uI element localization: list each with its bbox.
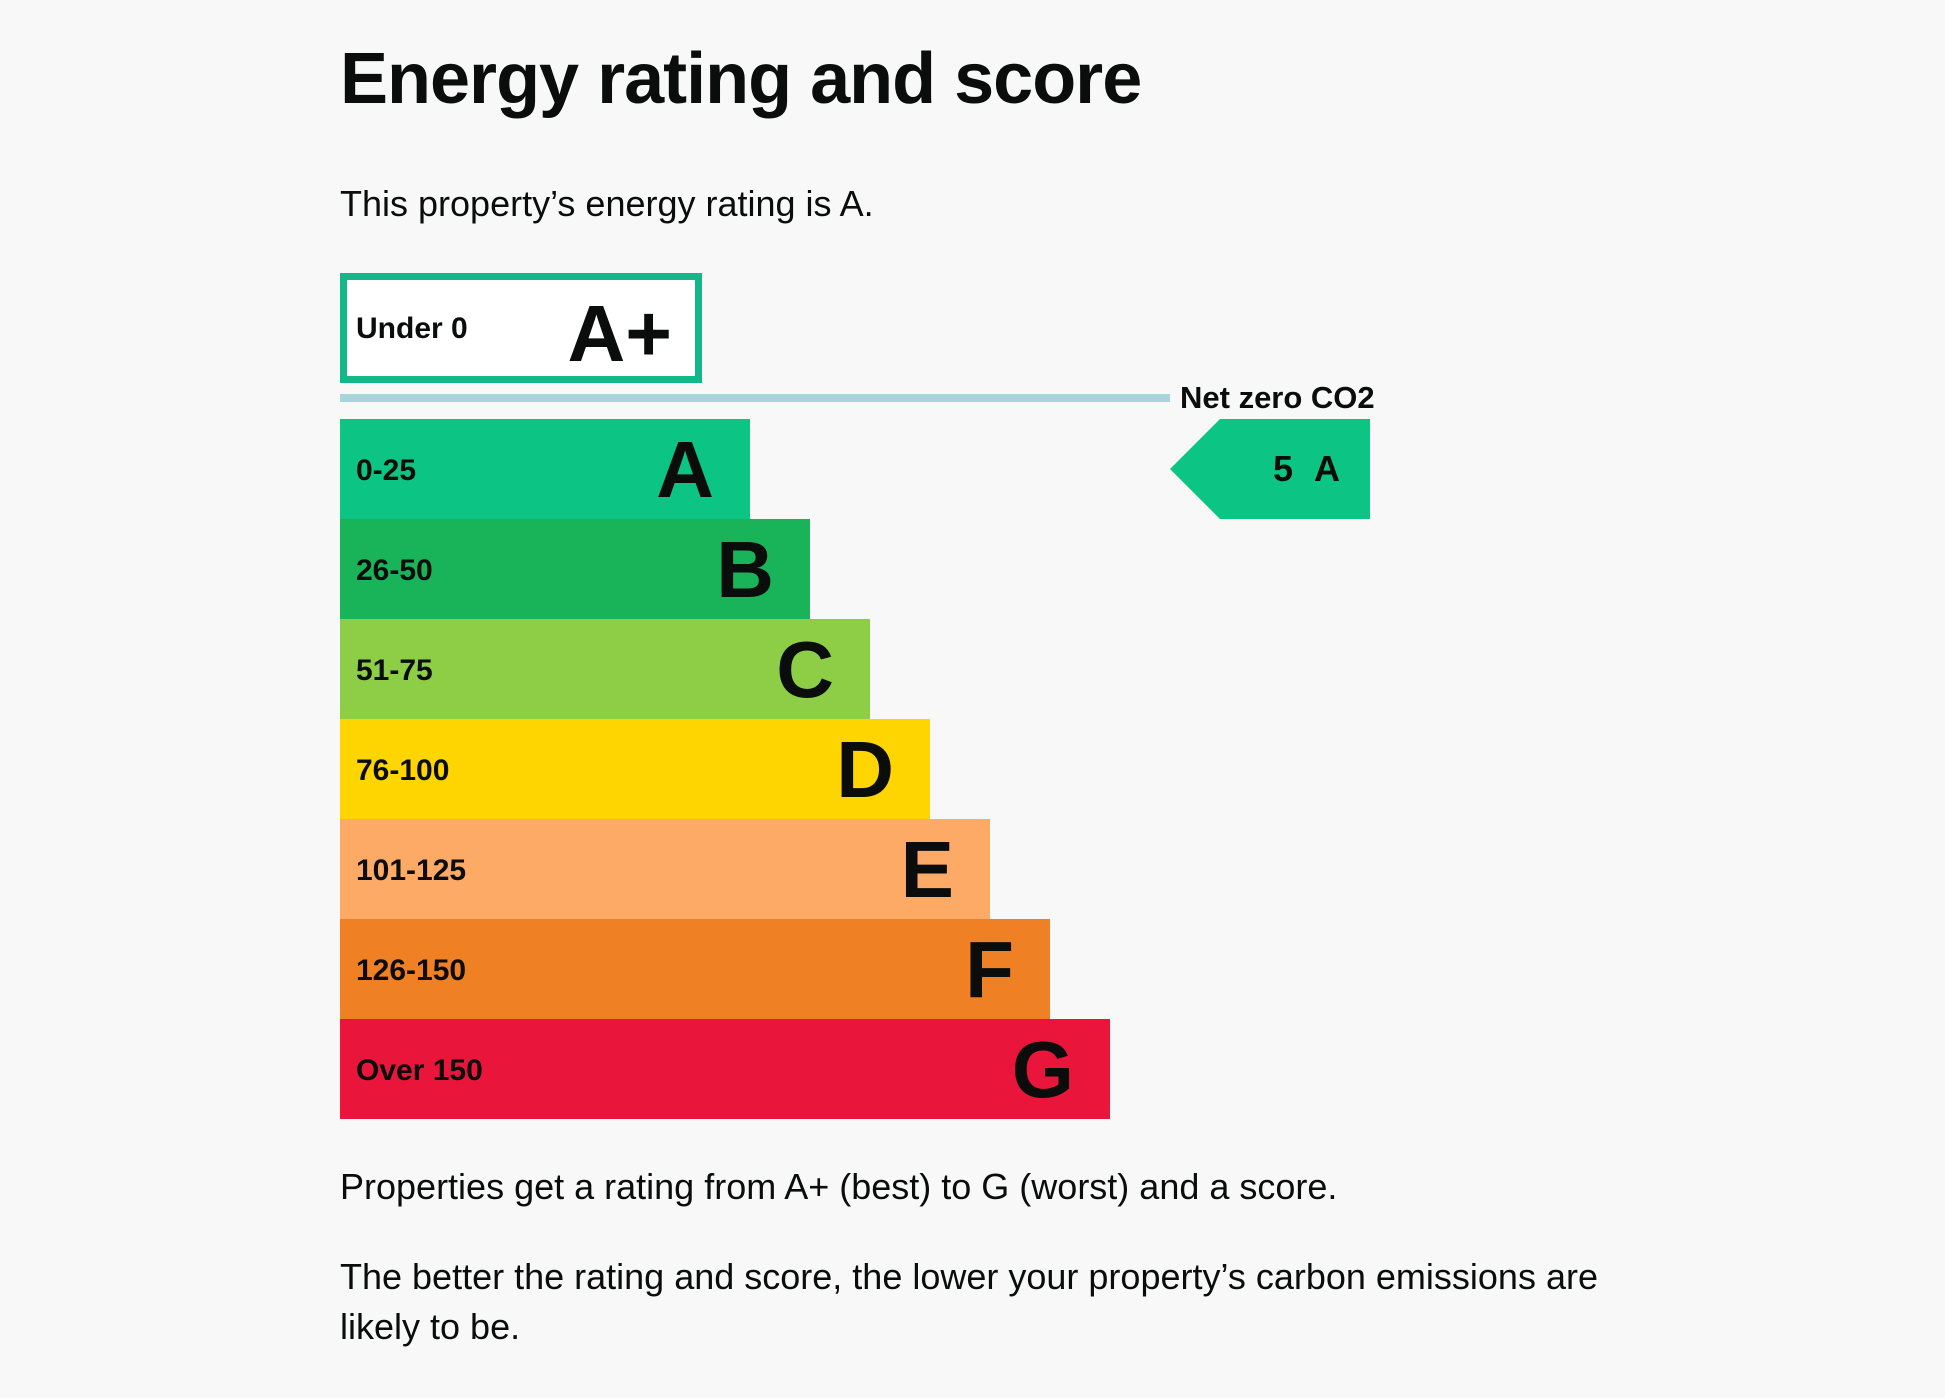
band-e-letter: E [901,825,954,914]
net-zero-label: Net zero CO2 [1180,380,1375,415]
band-c-letter: C [776,625,834,714]
energy-rating-summary: This property’s energy rating is A. [340,183,874,224]
band-b-range: 26-50 [356,554,433,587]
band-d-bar [340,719,930,819]
band-a-letter: A [656,425,714,514]
band-a-plus-bar [340,273,702,383]
current-rating-letter: A [1314,448,1340,489]
page-title: Energy rating and score [340,39,1142,119]
band-c-range: 51-75 [356,654,433,687]
band-g-letter: G [1012,1025,1074,1114]
band-b-bar [340,519,810,619]
rating-emissions-note: The better the rating and score, the low… [340,1256,1598,1347]
band-d-letter: D [836,725,894,814]
band-a-plus-range: Under 0 [356,312,468,345]
current-rating-arrow [1170,419,1370,519]
energy-rating-chart: Under 0 A+ 0-25 A 26-50 B 51-75 C 76-100 D 101-125… [340,273,1375,1119]
band-e-range: 101-125 [356,854,466,887]
band-a-range: 0-25 [356,454,416,487]
band-f-bar [340,919,1050,1019]
rating-explanation: Properties get a rating from A+ (best) t… [340,1166,1338,1207]
band-e-bar [340,819,990,919]
band-a-bar [340,419,750,519]
band-b-letter: B [716,525,774,614]
band-a-plus-letter: A+ [568,289,673,378]
band-c-bar [340,619,870,719]
band-f-letter: F [965,925,1014,1014]
band-f-range: 126-150 [356,954,466,987]
current-rating-score: 5 [1273,448,1293,489]
band-d-range: 76-100 [356,754,449,787]
band-g-bar [340,1019,1110,1119]
band-g-range: Over 150 [356,1054,483,1087]
net-zero-line [340,394,1170,402]
